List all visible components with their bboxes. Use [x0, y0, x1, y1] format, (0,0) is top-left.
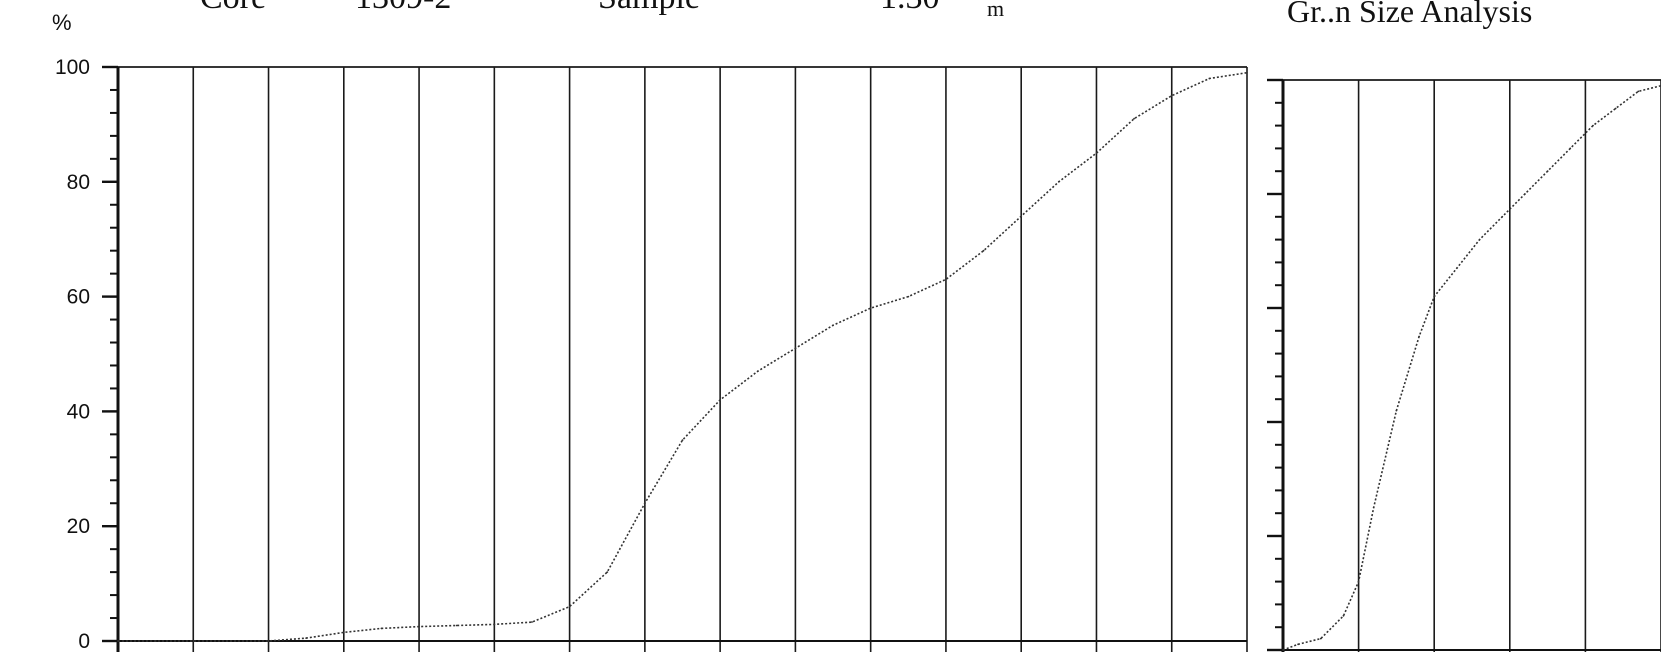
y-tick-label: 40	[67, 400, 90, 423]
cumulative-curve	[118, 73, 1247, 641]
depth-unit: m	[987, 0, 1004, 21]
data-point	[343, 631, 345, 633]
chart-panel-left: 0 20 40 60 80 100	[55, 56, 1248, 652]
data-point	[192, 640, 194, 642]
y-tick-label: 100	[55, 56, 90, 79]
data-point	[907, 296, 909, 298]
data-point	[870, 307, 872, 309]
sample-label: Sample	[598, 0, 700, 16]
data-point	[1547, 170, 1549, 172]
data-point	[1320, 638, 1322, 640]
y-tick-label: 20	[67, 515, 90, 538]
data-point	[682, 439, 684, 441]
data-point	[418, 626, 420, 628]
data-point	[1358, 581, 1360, 583]
core-label: Core	[200, 0, 266, 16]
data-point	[606, 571, 608, 573]
data-point	[1282, 649, 1284, 651]
data-point	[1433, 296, 1435, 298]
data-point	[1592, 125, 1594, 127]
data-point	[155, 640, 157, 642]
data-point	[832, 324, 834, 326]
data-point	[305, 637, 307, 639]
data-point	[1246, 72, 1248, 74]
data-point	[1096, 152, 1098, 154]
data-point	[1524, 193, 1526, 195]
data-point	[1020, 215, 1022, 217]
data-point	[456, 625, 458, 627]
data-point	[230, 640, 232, 642]
data-point	[983, 250, 985, 252]
core-value: 1309-2	[355, 0, 451, 16]
data-point	[1479, 239, 1481, 241]
data-point	[1373, 507, 1375, 509]
y-tick-label: 60	[67, 286, 90, 309]
data-point	[1637, 91, 1639, 93]
data-point	[795, 347, 797, 349]
chart-panel-right	[1267, 80, 1661, 652]
data-point	[1569, 148, 1571, 150]
chart-title: Gr..n Size Analysis	[1287, 0, 1532, 29]
chart-panels: 0 20 40 60 80 100	[55, 56, 1661, 652]
data-point	[1501, 216, 1503, 218]
data-point	[1343, 615, 1345, 617]
y-axis-label: %	[52, 10, 72, 35]
data-point	[1615, 108, 1617, 110]
chart-header: Core 1309-2 Sample 1.30 m Gr..n Size Ana…	[52, 0, 1532, 35]
data-point	[1456, 267, 1458, 269]
cumulative-curve	[1283, 86, 1661, 650]
data-point	[757, 370, 759, 372]
data-point	[644, 502, 646, 504]
data-point	[493, 623, 495, 625]
data-point	[945, 278, 947, 280]
data-point	[531, 621, 533, 623]
data-point	[1208, 78, 1210, 80]
y-tick-label: 0	[78, 630, 90, 652]
data-point	[569, 606, 571, 608]
data-point	[1133, 118, 1135, 120]
data-point	[719, 399, 721, 401]
y-tick-label: 80	[67, 171, 90, 194]
data-point	[268, 640, 270, 642]
data-point	[1297, 643, 1299, 645]
data-point	[381, 627, 383, 629]
depth-value: 1.30	[880, 0, 940, 16]
data-point	[117, 640, 119, 642]
data-point	[1058, 181, 1060, 183]
data-point	[1396, 410, 1398, 412]
data-point	[1171, 95, 1173, 97]
data-point	[1418, 336, 1420, 338]
